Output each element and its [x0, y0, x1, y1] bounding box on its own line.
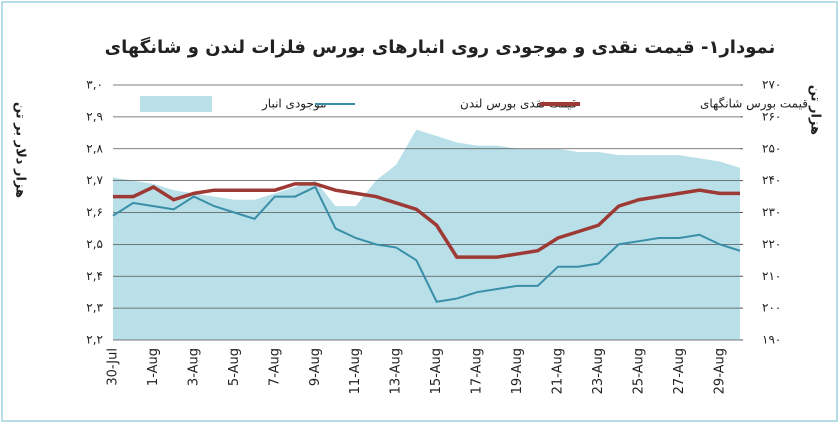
y-tick-label: ۲,۷ [86, 173, 103, 187]
y-tick-label: ۲,۴ [86, 269, 103, 283]
y2-tick-label: ۲۷۰ [762, 78, 781, 92]
x-tick-label: 13-Aug [389, 348, 404, 394]
legend-label: موجودی انبار [261, 97, 327, 112]
x-tick-label: 21-Aug [550, 348, 565, 394]
y2-tick-label: ۲۵۰ [762, 141, 781, 155]
y-tick-label: ۲,۸ [86, 141, 103, 155]
y-tick-label: ۲,۲ [86, 333, 103, 347]
legend-label: قیمت بورس شانگهای [700, 97, 808, 112]
y2-tick-label: ۲۶۰ [762, 109, 781, 123]
y2-tick-label: ۲۲۰ [762, 237, 781, 251]
x-tick-label: 17-Aug [470, 348, 485, 394]
y2-tick-label: ۱۹۰ [762, 333, 781, 347]
x-tick-label: 9-Aug [308, 348, 323, 386]
x-tick-label: 27-Aug [672, 348, 687, 394]
x-tick-label: 25-Aug [631, 348, 646, 394]
y2-axis-label: هزار تن [808, 85, 823, 135]
y2-tick-label: ۲۳۰ [762, 205, 781, 219]
x-tick-label: 3-Aug [186, 348, 201, 386]
x-tick-label: 7-Aug [267, 348, 282, 386]
y2-tick-label: ۲۱۰ [762, 269, 781, 283]
x-tick-label: 15-Aug [429, 348, 444, 394]
x-tick-label: 5-Aug [227, 348, 242, 386]
area [113, 129, 740, 340]
y-axis-label: هزار دلار بر تن [13, 102, 28, 198]
legend-label: قیمت نقدی بورس لندن [460, 97, 577, 112]
x-tick-label: 23-Aug [591, 348, 606, 394]
chart-title: نمودار۱- قیمت نقدی و موجودی روی انبارهای… [105, 36, 776, 58]
line [113, 182, 740, 259]
y-tick-label: ۳,۰ [86, 78, 103, 92]
x-tick-label: 19-Aug [510, 348, 525, 394]
x-tick-label: 30-Jul [106, 348, 121, 386]
y2-tick-label: ۲۴۰ [762, 173, 781, 187]
y-tick-label: ۲,۹ [86, 109, 103, 123]
line [112, 185, 741, 303]
y-tick-label: ۲,۶ [86, 205, 103, 219]
x-tick-label: 1-Aug [146, 348, 161, 386]
y-tick-label: ۲,۵ [86, 237, 103, 251]
y2-tick-label: ۲۰۰ [762, 301, 781, 315]
x-tick-label: 11-Aug [348, 348, 363, 394]
y-tick-label: ۲,۳ [86, 301, 103, 315]
legend-swatch [140, 96, 212, 112]
x-tick-label: 29-Aug [712, 348, 727, 394]
